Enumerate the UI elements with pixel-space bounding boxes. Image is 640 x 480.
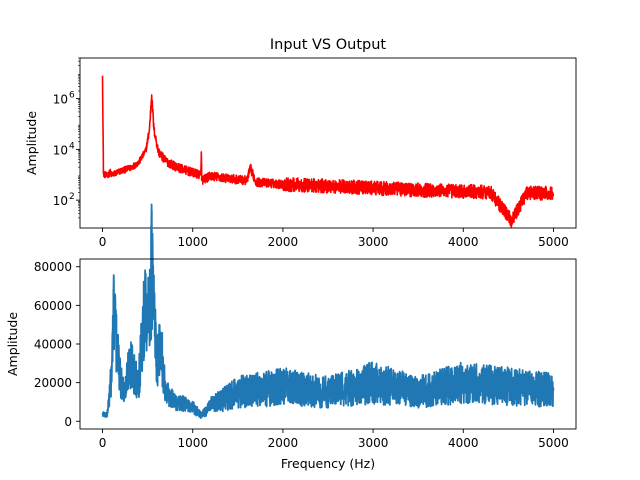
y-tick-label: 60000: [34, 299, 72, 313]
top-y-axis-label: Amplitude: [24, 111, 39, 175]
bottom-axes-frame: [79, 258, 577, 430]
x-tick-label: 5000: [538, 235, 569, 249]
top-axes-frame: [79, 57, 577, 229]
bottom-ticks: 0 1000 2000 3000 4000 5000 0 20000 40000 60000 800…: [34, 260, 569, 450]
x-tick-label: 5000: [538, 436, 569, 450]
x-tick-label: 3000: [358, 436, 389, 450]
bottom-axes: Frequency (Hz) Amplitude 0 1000 2000 3000 40…: [5, 203, 577, 471]
top-series-line: [101, 75, 555, 228]
bottom-x-axis-label: Frequency (Hz): [281, 456, 375, 471]
bottom-y-axis-label: Amplitude: [5, 312, 20, 376]
y-tick-label: 10: [53, 93, 68, 107]
y-tick-label: 20000: [34, 376, 72, 390]
x-tick-label: 1000: [177, 235, 208, 249]
top-axes: Input VS Output Amplitude 0 1000 2000 3000 4…: [24, 37, 577, 249]
y-tick-label: 40000: [34, 338, 72, 352]
x-tick-label: 2000: [268, 235, 299, 249]
y-tick-label: 0: [64, 415, 72, 429]
x-tick-label: 0: [99, 436, 107, 450]
x-tick-label: 3000: [358, 235, 389, 249]
x-tick-label: 0: [99, 235, 107, 249]
y-tick-label: 80000: [34, 260, 72, 274]
y-tick-label: 10: [53, 194, 68, 208]
x-tick-label: 1000: [177, 436, 208, 450]
y-tick-exponent: 6: [69, 91, 75, 101]
y-tick-label: 10: [53, 143, 68, 157]
chart-title: Input VS Output: [270, 37, 387, 53]
y-tick-exponent: 2: [69, 192, 75, 202]
bottom-series-line: [101, 203, 555, 419]
y-tick-exponent: 4: [69, 141, 75, 151]
x-tick-label: 2000: [268, 436, 299, 450]
x-tick-label: 4000: [448, 235, 479, 249]
x-tick-label: 4000: [448, 436, 479, 450]
